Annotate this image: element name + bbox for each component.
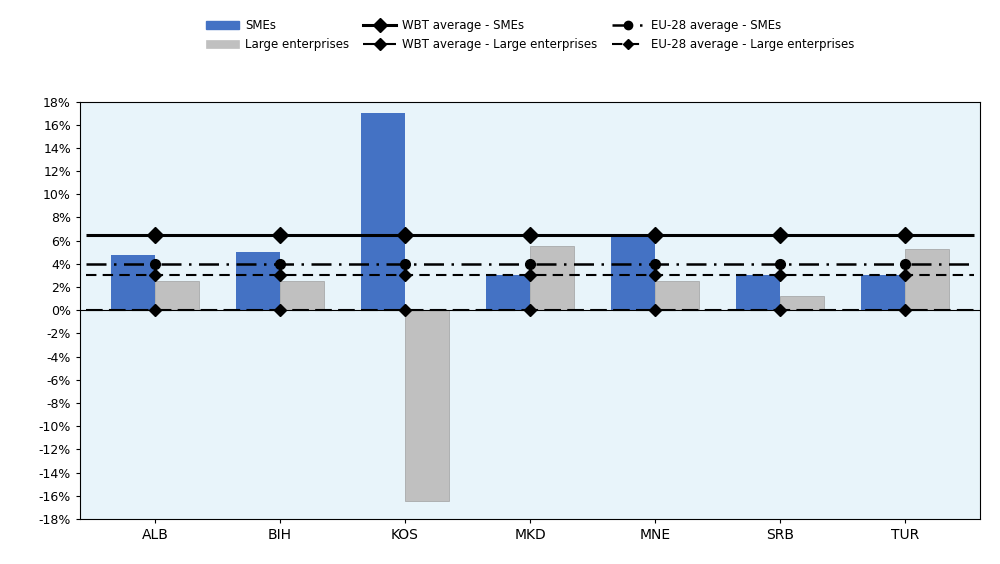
Bar	[530, 246, 574, 310]
Bar	[361, 113, 405, 310]
Bar	[655, 281, 699, 310]
Bar	[405, 310, 449, 501]
Legend: SMEs, Large enterprises, WBT average - SMEs, WBT average - Large enterprises, EU: SMEs, Large enterprises, WBT average - S…	[202, 16, 858, 55]
Bar	[155, 281, 199, 310]
Bar	[486, 275, 530, 310]
Bar	[861, 275, 905, 310]
Bar	[280, 281, 324, 310]
Bar	[611, 235, 655, 310]
Bar	[236, 252, 280, 310]
Bar	[780, 296, 824, 310]
Bar	[736, 275, 780, 310]
Bar	[111, 254, 155, 310]
Bar	[905, 249, 949, 310]
